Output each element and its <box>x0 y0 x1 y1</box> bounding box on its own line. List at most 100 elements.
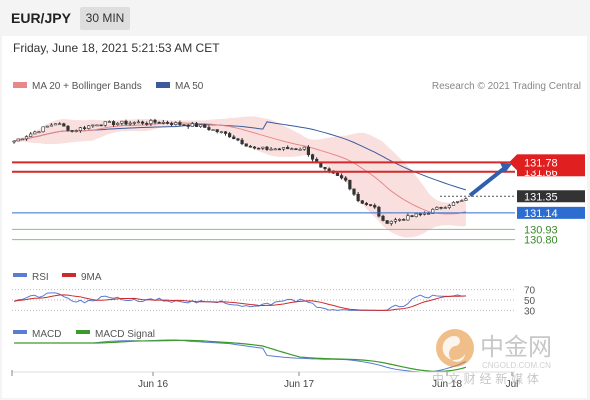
forecast-arrow-head <box>500 162 512 173</box>
candle-body <box>451 202 456 206</box>
candle-body <box>414 213 418 217</box>
candle-body <box>49 124 53 127</box>
rsi-legend-swatch <box>13 273 27 277</box>
macd-signal-legend-label: MACD Signal <box>95 329 155 340</box>
x-tick-label: Jul <box>506 379 519 390</box>
currency-pair-title: EUR/JPY <box>11 10 71 26</box>
candle-body <box>252 146 257 149</box>
candle-body <box>335 172 340 176</box>
candle-body <box>186 124 190 127</box>
candle-body <box>53 123 58 126</box>
candle-body <box>219 131 223 134</box>
candle-body <box>107 121 112 123</box>
candle-body <box>298 148 302 151</box>
candle-body <box>323 166 327 170</box>
candle-body <box>45 125 49 128</box>
candle-body <box>302 146 306 150</box>
level-tag-6: 130.80 <box>524 235 558 247</box>
ma50-legend-label: MA 50 <box>175 81 204 92</box>
candle-body <box>281 147 286 150</box>
candle-body <box>128 122 132 125</box>
candle-body <box>232 136 236 140</box>
candle-body <box>439 207 443 209</box>
candle-body <box>277 148 281 151</box>
candle-body <box>132 122 136 124</box>
candle-body <box>306 146 311 155</box>
candle-body <box>443 207 447 209</box>
candle-body <box>95 124 99 127</box>
forecast-arrow-shaft <box>468 165 508 198</box>
macd-legend-swatch <box>13 330 27 334</box>
candle-body <box>215 129 219 133</box>
candle-body <box>41 126 45 133</box>
candle-body <box>460 200 464 202</box>
ma20-legend-swatch <box>13 82 27 88</box>
candle-body <box>393 219 398 222</box>
source-label: Research © 2021 Trading Central <box>432 81 581 92</box>
candle-body <box>203 124 207 128</box>
x-tick-label: Jun 18 <box>432 379 462 390</box>
candle-body <box>170 123 174 125</box>
level-tag-5: 130.93 <box>524 224 558 236</box>
candle-body <box>99 124 103 127</box>
candle-body <box>82 127 87 129</box>
candle-body <box>377 206 381 217</box>
candle-body <box>402 219 406 221</box>
level-tag-4: 131.14 <box>524 208 558 220</box>
candle-body <box>456 201 460 203</box>
rsi-level-label: 30 <box>524 306 536 317</box>
candle-body <box>20 138 24 141</box>
candle-body <box>389 220 393 224</box>
resistance-block <box>517 154 585 171</box>
candle-body <box>352 188 356 195</box>
candle-body <box>344 177 348 181</box>
macd-signal-legend-swatch <box>76 330 90 334</box>
rsi-ma-legend-label: 9MA <box>81 272 102 283</box>
candle-body <box>228 133 232 138</box>
candle-body <box>78 127 82 131</box>
rsi-legend: RSI 9MA <box>13 272 102 283</box>
candle-body <box>310 154 315 160</box>
macd-legend: MACD MACD Signal <box>13 329 155 340</box>
candle-body <box>360 200 364 204</box>
candle-body <box>58 123 62 126</box>
candle-body <box>182 124 186 126</box>
candle-body <box>111 121 116 126</box>
ma20-line <box>13 122 467 215</box>
candle-body <box>290 148 294 151</box>
x-tick-label: Jun 17 <box>284 379 314 390</box>
rsi-line <box>13 292 466 311</box>
candle-body <box>286 147 290 150</box>
candle-body <box>427 213 431 215</box>
candle-body <box>24 136 29 140</box>
header-bar: EUR/JPY 30 MIN <box>0 0 590 36</box>
ma20-legend-label: MA 20 + Bollinger Bands <box>32 81 142 92</box>
x-tick-label: Jun 16 <box>138 379 168 390</box>
ma50-legend-swatch <box>156 82 170 88</box>
candle-body <box>116 123 120 126</box>
candle-body <box>120 120 124 124</box>
rsi-level-label: 70 <box>524 286 536 297</box>
candle-body <box>149 120 153 124</box>
candle-body <box>397 219 402 221</box>
candle-body <box>418 213 422 216</box>
timeframe-button[interactable]: 30 MIN <box>80 7 130 30</box>
candle-body <box>207 127 211 131</box>
candle-body <box>410 215 414 217</box>
candle-body <box>236 138 240 141</box>
candle-body <box>248 145 252 148</box>
candle-body <box>153 120 157 123</box>
candle-body <box>381 215 385 221</box>
candle-body <box>199 124 203 127</box>
candle-body <box>136 121 141 124</box>
resistance-tag-pointer <box>509 154 517 171</box>
candle-body <box>385 220 389 224</box>
resistance-tag: 131.78 <box>524 157 558 169</box>
candle-body <box>174 122 178 125</box>
candle-body <box>194 123 199 127</box>
candle-body <box>294 148 298 151</box>
candle-body <box>70 130 74 132</box>
candle-body <box>178 122 182 125</box>
candle-body <box>368 204 373 206</box>
candle-body <box>464 198 468 201</box>
